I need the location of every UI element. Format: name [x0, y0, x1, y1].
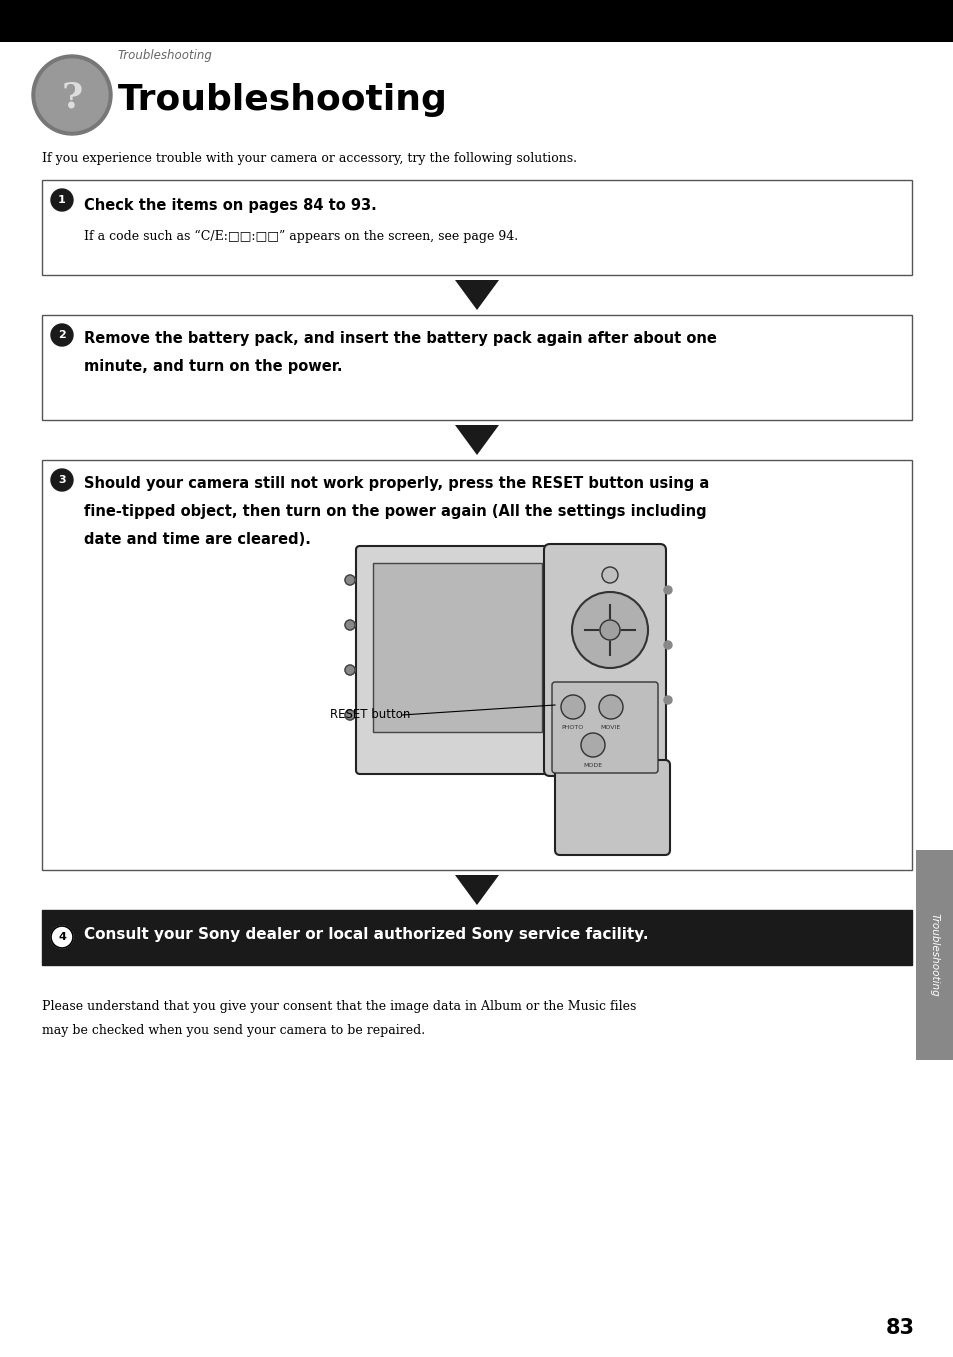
Circle shape [580, 733, 604, 757]
Polygon shape [455, 280, 498, 309]
FancyBboxPatch shape [373, 563, 541, 731]
Circle shape [345, 710, 355, 721]
FancyBboxPatch shape [552, 683, 658, 773]
FancyBboxPatch shape [42, 911, 911, 965]
Text: ?: ? [61, 81, 83, 115]
FancyBboxPatch shape [42, 180, 911, 275]
Text: Check the items on pages 84 to 93.: Check the items on pages 84 to 93. [84, 198, 376, 213]
Text: Remove the battery pack, and insert the battery pack again after about one: Remove the battery pack, and insert the … [84, 331, 716, 346]
Text: may be checked when you send your camera to be repaired.: may be checked when you send your camera… [42, 1025, 425, 1037]
Text: Please understand that you give your consent that the image data in Album or the: Please understand that you give your con… [42, 1000, 636, 1012]
Text: Troubleshooting: Troubleshooting [929, 913, 939, 997]
FancyBboxPatch shape [42, 460, 911, 870]
Text: If you experience trouble with your camera or accessory, try the following solut: If you experience trouble with your came… [42, 152, 577, 166]
Circle shape [663, 696, 671, 704]
Circle shape [345, 665, 355, 674]
Circle shape [51, 324, 73, 346]
FancyBboxPatch shape [555, 760, 669, 855]
Polygon shape [455, 875, 498, 905]
Text: fine-tipped object, then turn on the power again (All the settings including: fine-tipped object, then turn on the pow… [84, 503, 706, 518]
Text: Should your camera still not work properly, press the RESET button using a: Should your camera still not work proper… [84, 476, 708, 491]
Circle shape [345, 575, 355, 585]
Circle shape [663, 641, 671, 649]
Circle shape [32, 56, 112, 134]
Circle shape [36, 58, 108, 132]
Circle shape [51, 470, 73, 491]
Text: 83: 83 [884, 1318, 914, 1338]
FancyBboxPatch shape [543, 544, 665, 776]
Circle shape [51, 925, 73, 949]
Text: 4: 4 [58, 932, 66, 942]
Circle shape [560, 695, 584, 719]
Text: minute, and turn on the power.: minute, and turn on the power. [84, 360, 342, 375]
FancyBboxPatch shape [42, 315, 911, 421]
Text: 3: 3 [58, 475, 66, 484]
Text: date and time are cleared).: date and time are cleared). [84, 532, 311, 547]
FancyBboxPatch shape [915, 849, 953, 1060]
Circle shape [599, 620, 619, 641]
Text: If a code such as “C/E:□□:□□” appears on the screen, see page 94.: If a code such as “C/E:□□:□□” appears on… [84, 229, 517, 243]
Text: Troubleshooting: Troubleshooting [118, 49, 213, 61]
Circle shape [601, 567, 618, 584]
Circle shape [663, 586, 671, 594]
Circle shape [598, 695, 622, 719]
Text: 4: 4 [58, 932, 66, 942]
Text: 1: 1 [58, 195, 66, 205]
Circle shape [51, 189, 73, 210]
Text: 2: 2 [58, 330, 66, 341]
Text: Consult your Sony dealer or local authorized Sony service facility.: Consult your Sony dealer or local author… [84, 927, 648, 943]
Text: RESET button: RESET button [330, 708, 410, 722]
Circle shape [51, 925, 73, 949]
Text: MOVIE: MOVIE [600, 725, 620, 730]
Circle shape [572, 592, 647, 668]
Text: Troubleshooting: Troubleshooting [118, 83, 447, 117]
Text: MODE: MODE [583, 763, 602, 768]
FancyBboxPatch shape [0, 0, 953, 42]
Polygon shape [455, 425, 498, 455]
Circle shape [345, 620, 355, 630]
FancyBboxPatch shape [355, 546, 554, 773]
Text: PHOTO: PHOTO [561, 725, 583, 730]
